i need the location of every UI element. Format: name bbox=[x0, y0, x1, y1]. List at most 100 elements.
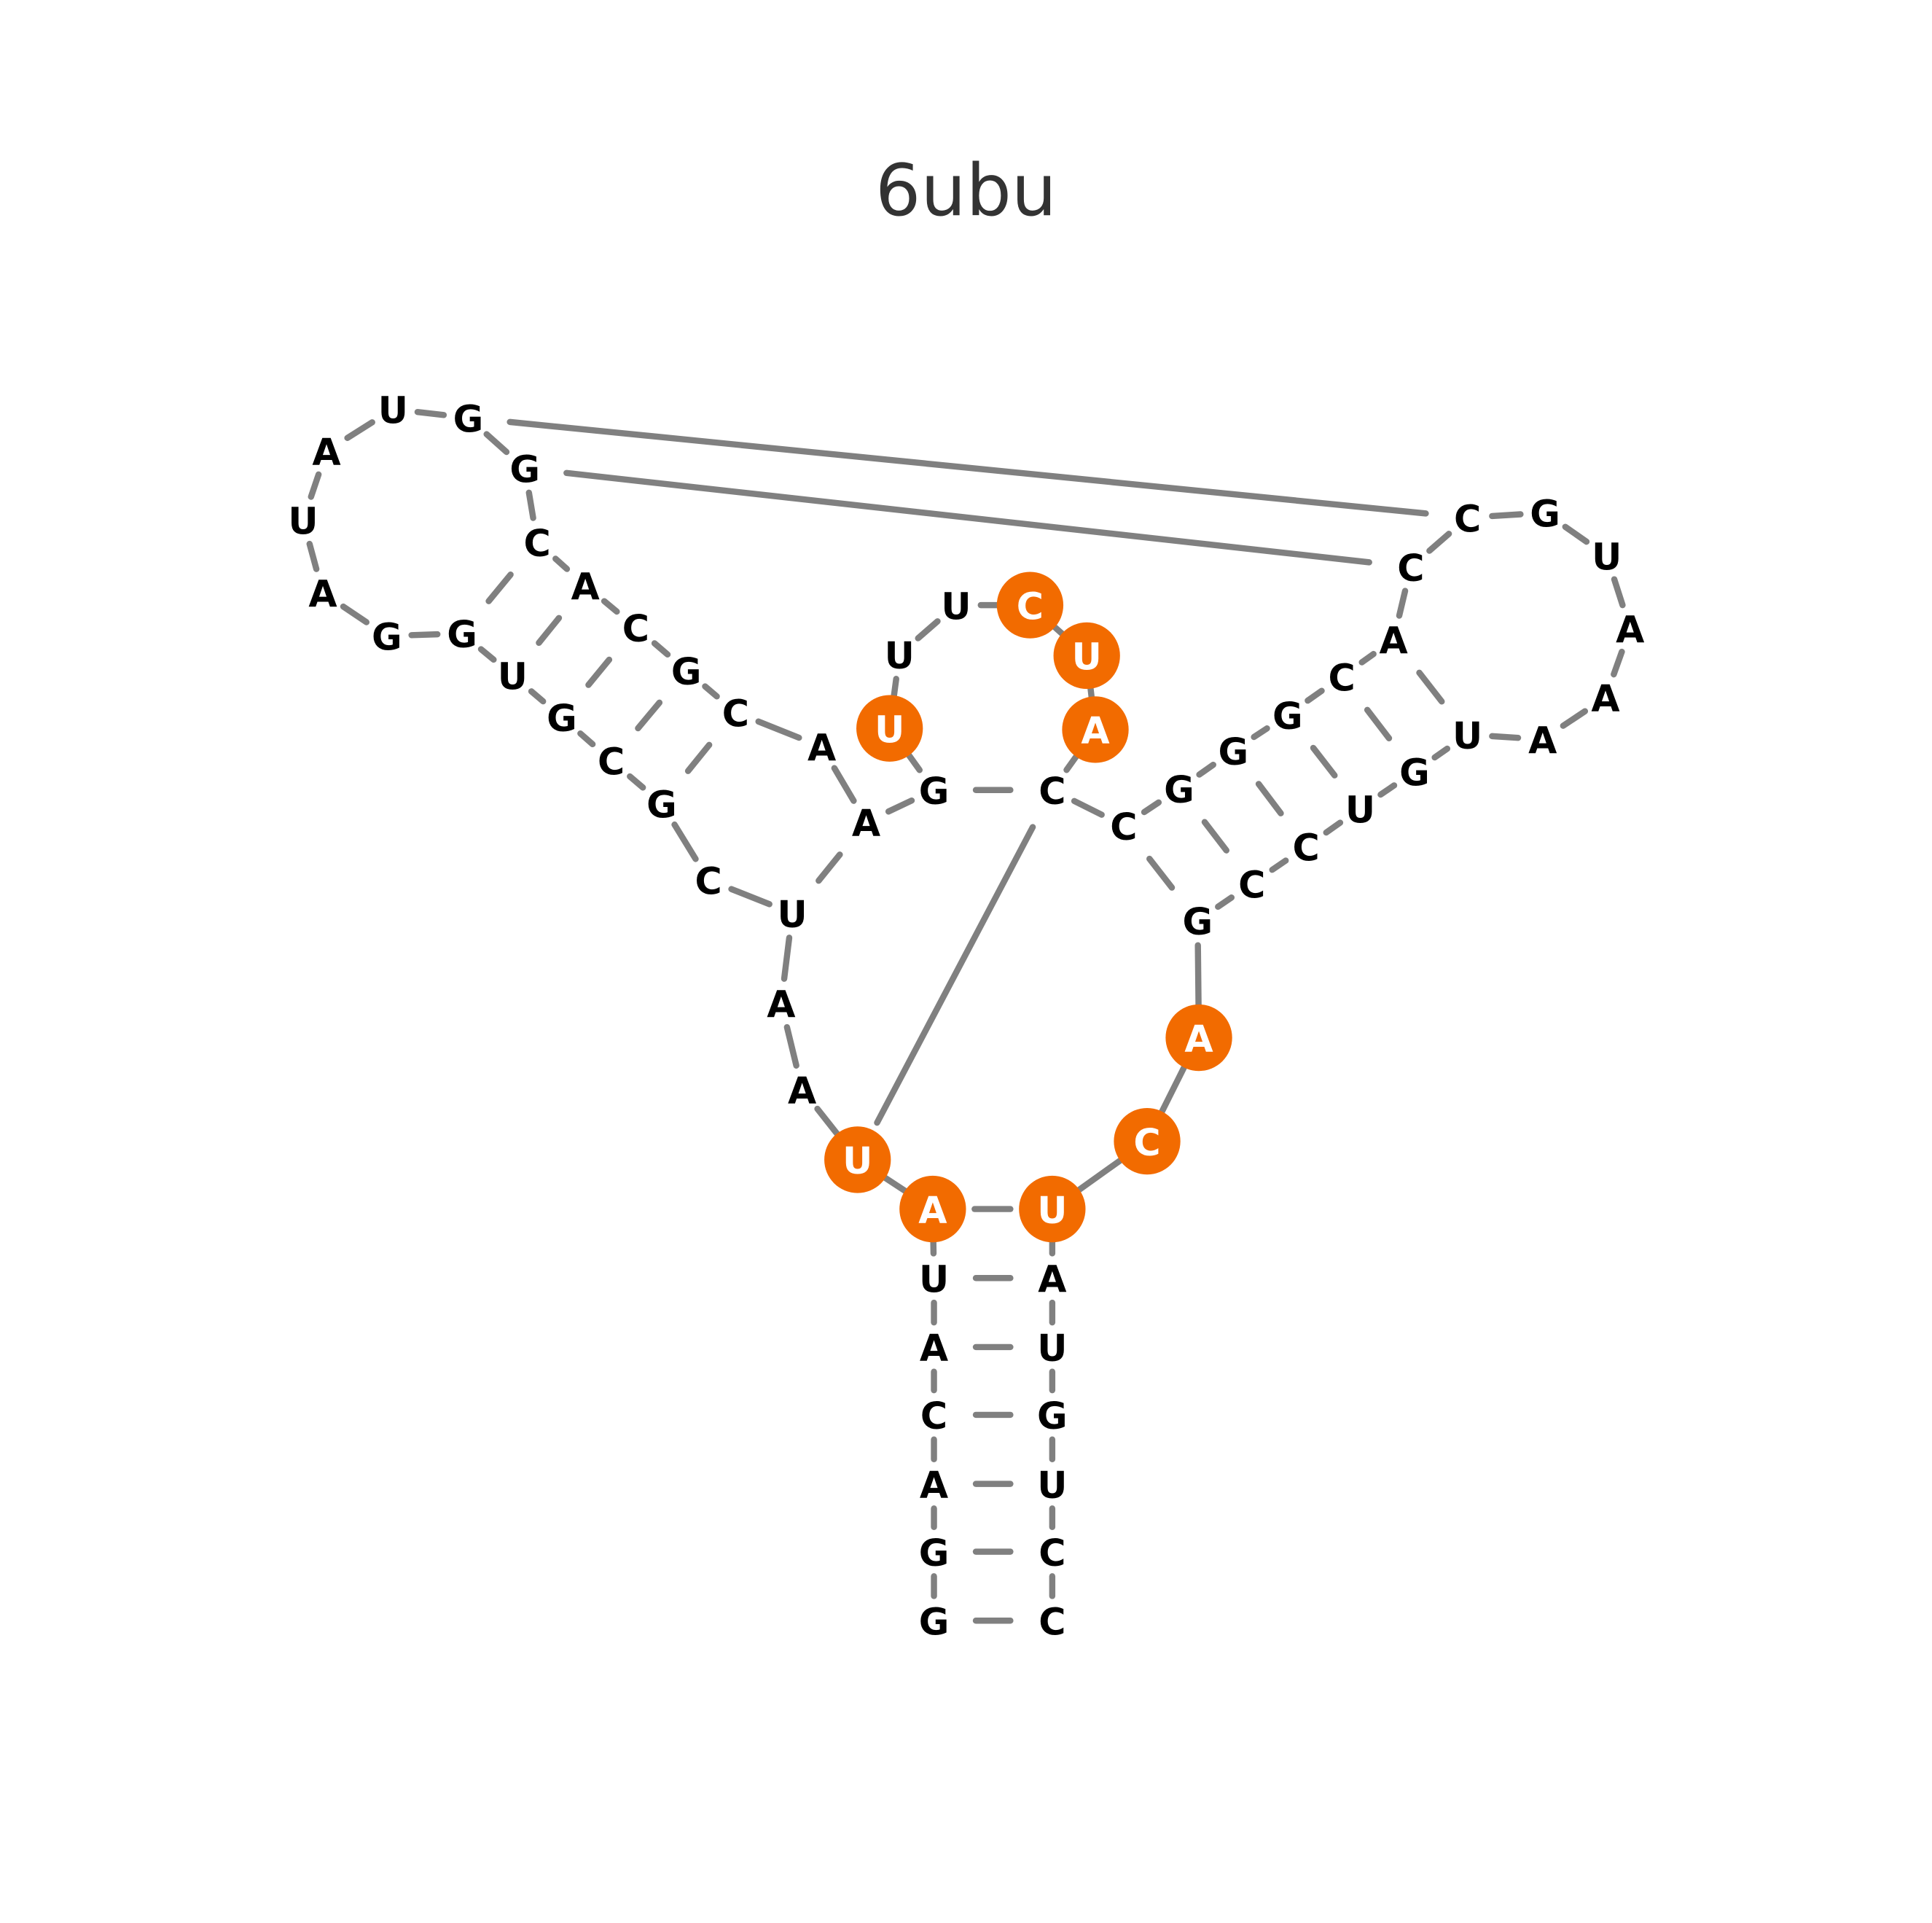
nucleotide: C bbox=[1039, 1600, 1065, 1643]
highlight-circle bbox=[1165, 1004, 1232, 1072]
nucleotide: C bbox=[1454, 497, 1481, 540]
base-pair bbox=[635, 699, 663, 732]
nucleotide: G bbox=[1272, 695, 1303, 738]
nucleotide: G bbox=[453, 397, 484, 440]
backbone bbox=[1269, 857, 1289, 873]
base-pair bbox=[485, 572, 514, 604]
nucleotide: U bbox=[1452, 714, 1482, 757]
backbone bbox=[879, 1172, 912, 1196]
highlight-circle bbox=[1053, 622, 1120, 690]
backbone bbox=[755, 718, 802, 741]
nucleotide: G bbox=[646, 784, 677, 827]
nucleotide: U bbox=[288, 500, 318, 543]
backbone bbox=[308, 471, 322, 500]
nucleotide: U bbox=[1037, 1464, 1067, 1507]
nucleotide: C bbox=[722, 692, 749, 735]
highlight-circle bbox=[996, 572, 1064, 639]
nucleotide: U bbox=[1072, 636, 1102, 679]
highlight-circle bbox=[899, 1175, 966, 1243]
backbone bbox=[1305, 687, 1325, 704]
backbone bbox=[671, 821, 699, 862]
backbone bbox=[1071, 797, 1105, 818]
backbone bbox=[414, 408, 447, 418]
backbone bbox=[1431, 745, 1451, 761]
base-pair bbox=[1255, 781, 1284, 816]
highlight-circle bbox=[1019, 1175, 1086, 1243]
nucleotide: C bbox=[1017, 585, 1044, 628]
nucleotide: A bbox=[767, 983, 795, 1026]
backbone bbox=[1426, 531, 1452, 554]
backbone bbox=[340, 603, 370, 625]
nucleotide: A bbox=[852, 802, 880, 845]
backbone bbox=[1396, 588, 1409, 619]
nucleotide: A bbox=[1081, 709, 1109, 752]
highlight-circle bbox=[824, 1126, 891, 1193]
backbone bbox=[477, 646, 497, 663]
backbone bbox=[1489, 733, 1522, 741]
backbone bbox=[1157, 1061, 1189, 1118]
base-pair bbox=[816, 851, 843, 884]
backbone bbox=[1377, 782, 1398, 798]
backbone bbox=[885, 797, 915, 815]
nucleotide: U bbox=[778, 893, 807, 936]
backbone bbox=[552, 555, 571, 572]
edges bbox=[306, 408, 1626, 1624]
nucleotide: G bbox=[1219, 730, 1249, 773]
nucleotide: G bbox=[1037, 1395, 1068, 1438]
nucleotide: G bbox=[509, 448, 540, 491]
nucleotide: C bbox=[622, 607, 649, 650]
base-pair bbox=[536, 615, 563, 647]
nucleotide: C bbox=[524, 522, 551, 565]
backbone bbox=[1323, 819, 1344, 836]
backbone bbox=[702, 683, 720, 700]
backbone bbox=[728, 886, 773, 908]
nucleotide: A bbox=[312, 431, 340, 474]
backbone bbox=[1073, 1155, 1127, 1195]
nucleotide: A bbox=[1616, 608, 1644, 651]
highlight-circle bbox=[1062, 696, 1129, 763]
backbone bbox=[528, 688, 547, 705]
nucleotide: G bbox=[919, 1600, 950, 1643]
nucleotide: G bbox=[1399, 752, 1430, 795]
nucleotide: C bbox=[1110, 806, 1137, 849]
backbone bbox=[344, 419, 375, 442]
nucleotide: C bbox=[1039, 770, 1065, 813]
nucleotide: A bbox=[788, 1069, 816, 1112]
base-pair bbox=[1364, 706, 1393, 741]
nucleotide: A bbox=[918, 1189, 947, 1232]
base-pair bbox=[563, 469, 1372, 566]
backbone bbox=[577, 730, 596, 748]
nucleotide: G bbox=[919, 770, 950, 813]
nucleotide: C bbox=[1329, 656, 1356, 699]
backbone bbox=[408, 631, 441, 639]
nucleotide: A bbox=[1591, 677, 1619, 720]
backbone bbox=[915, 618, 941, 641]
nucleotide: A bbox=[308, 572, 337, 615]
nucleotide: A bbox=[807, 727, 836, 770]
base-pair bbox=[684, 741, 713, 774]
backbone bbox=[483, 431, 510, 456]
highlight-circle bbox=[856, 695, 923, 762]
nucleotide: U bbox=[1037, 1189, 1067, 1232]
backbone bbox=[781, 935, 793, 982]
backbone bbox=[1194, 942, 1202, 1016]
nucleotide: G bbox=[447, 613, 477, 656]
backbone bbox=[627, 773, 646, 791]
nucleotide: G bbox=[1164, 768, 1194, 811]
backbone bbox=[525, 489, 536, 521]
nucleotide: C bbox=[1133, 1121, 1160, 1164]
nucleotide: U bbox=[1037, 1327, 1067, 1370]
nucleotide: U bbox=[1345, 788, 1375, 831]
nucleotide: G bbox=[671, 650, 702, 693]
nucleotide: U bbox=[378, 389, 408, 432]
nucleotide: C bbox=[1039, 1532, 1065, 1575]
title: 6ubu bbox=[875, 149, 1057, 233]
nucleotide: C bbox=[598, 740, 625, 783]
nucleotide: U bbox=[885, 634, 915, 677]
backbone bbox=[1611, 648, 1625, 678]
nucleotide: C bbox=[1397, 547, 1424, 590]
base-pair bbox=[585, 656, 613, 688]
base-pair bbox=[874, 824, 1036, 1126]
